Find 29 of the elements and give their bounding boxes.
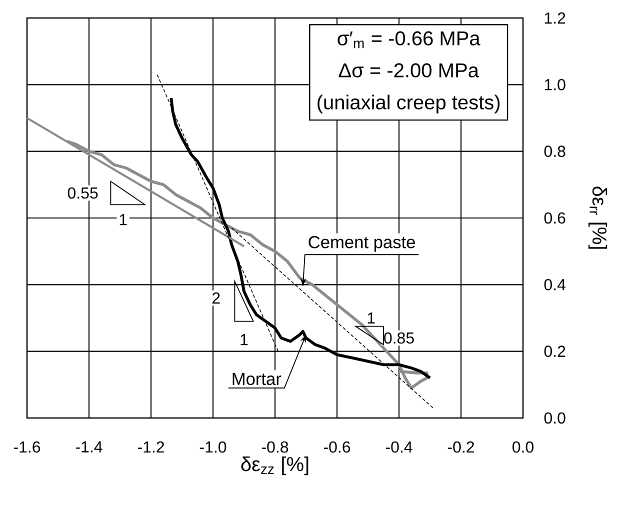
annotation: (uniaxial creep tests) xyxy=(318,94,500,114)
series-label: Mortar xyxy=(232,372,282,386)
x-tick-label: -1.6 xyxy=(14,441,40,453)
x-axis-title: δε$_{zz}$ [%] xyxy=(241,456,308,476)
x-tick-label: 0.0 xyxy=(512,441,534,453)
x-tick-label: -0.4 xyxy=(386,441,412,453)
series-label: Cement paste xyxy=(308,236,415,252)
x-tick-label: -0.8 xyxy=(262,441,288,453)
annotation: 0.85 xyxy=(384,332,414,344)
annotation: 1 xyxy=(368,312,375,324)
y-axis-title: δε$_{rr}$ [%] xyxy=(588,186,608,249)
annotation: Δσ = -2.00 MPa xyxy=(338,63,479,78)
annotation: σ′$_{m}$ = -0.66 MPa xyxy=(338,31,480,48)
y-tick-label: 1.2 xyxy=(544,12,566,24)
y-tick-label: 1.0 xyxy=(544,79,566,90)
x-tick-label: -1.0 xyxy=(200,441,226,453)
annotation: 1 xyxy=(120,214,127,226)
annotation: 1 xyxy=(240,334,248,346)
y-tick-label: 0.8 xyxy=(544,146,566,157)
x-tick-label: -1.4 xyxy=(76,441,102,452)
y-tick-label: 0.6 xyxy=(544,212,566,224)
y-tick-label: 0.4 xyxy=(544,278,566,290)
x-tick-label: -0.6 xyxy=(324,441,350,453)
x-tick-label: -1.2 xyxy=(138,441,164,453)
x-tick-label: -0.2 xyxy=(448,441,474,453)
annotation: 2 xyxy=(212,292,220,304)
annotation: 0.55 xyxy=(68,187,98,199)
y-tick-label: 0.0 xyxy=(544,412,566,424)
y-tick-label: 0.2 xyxy=(544,346,566,357)
